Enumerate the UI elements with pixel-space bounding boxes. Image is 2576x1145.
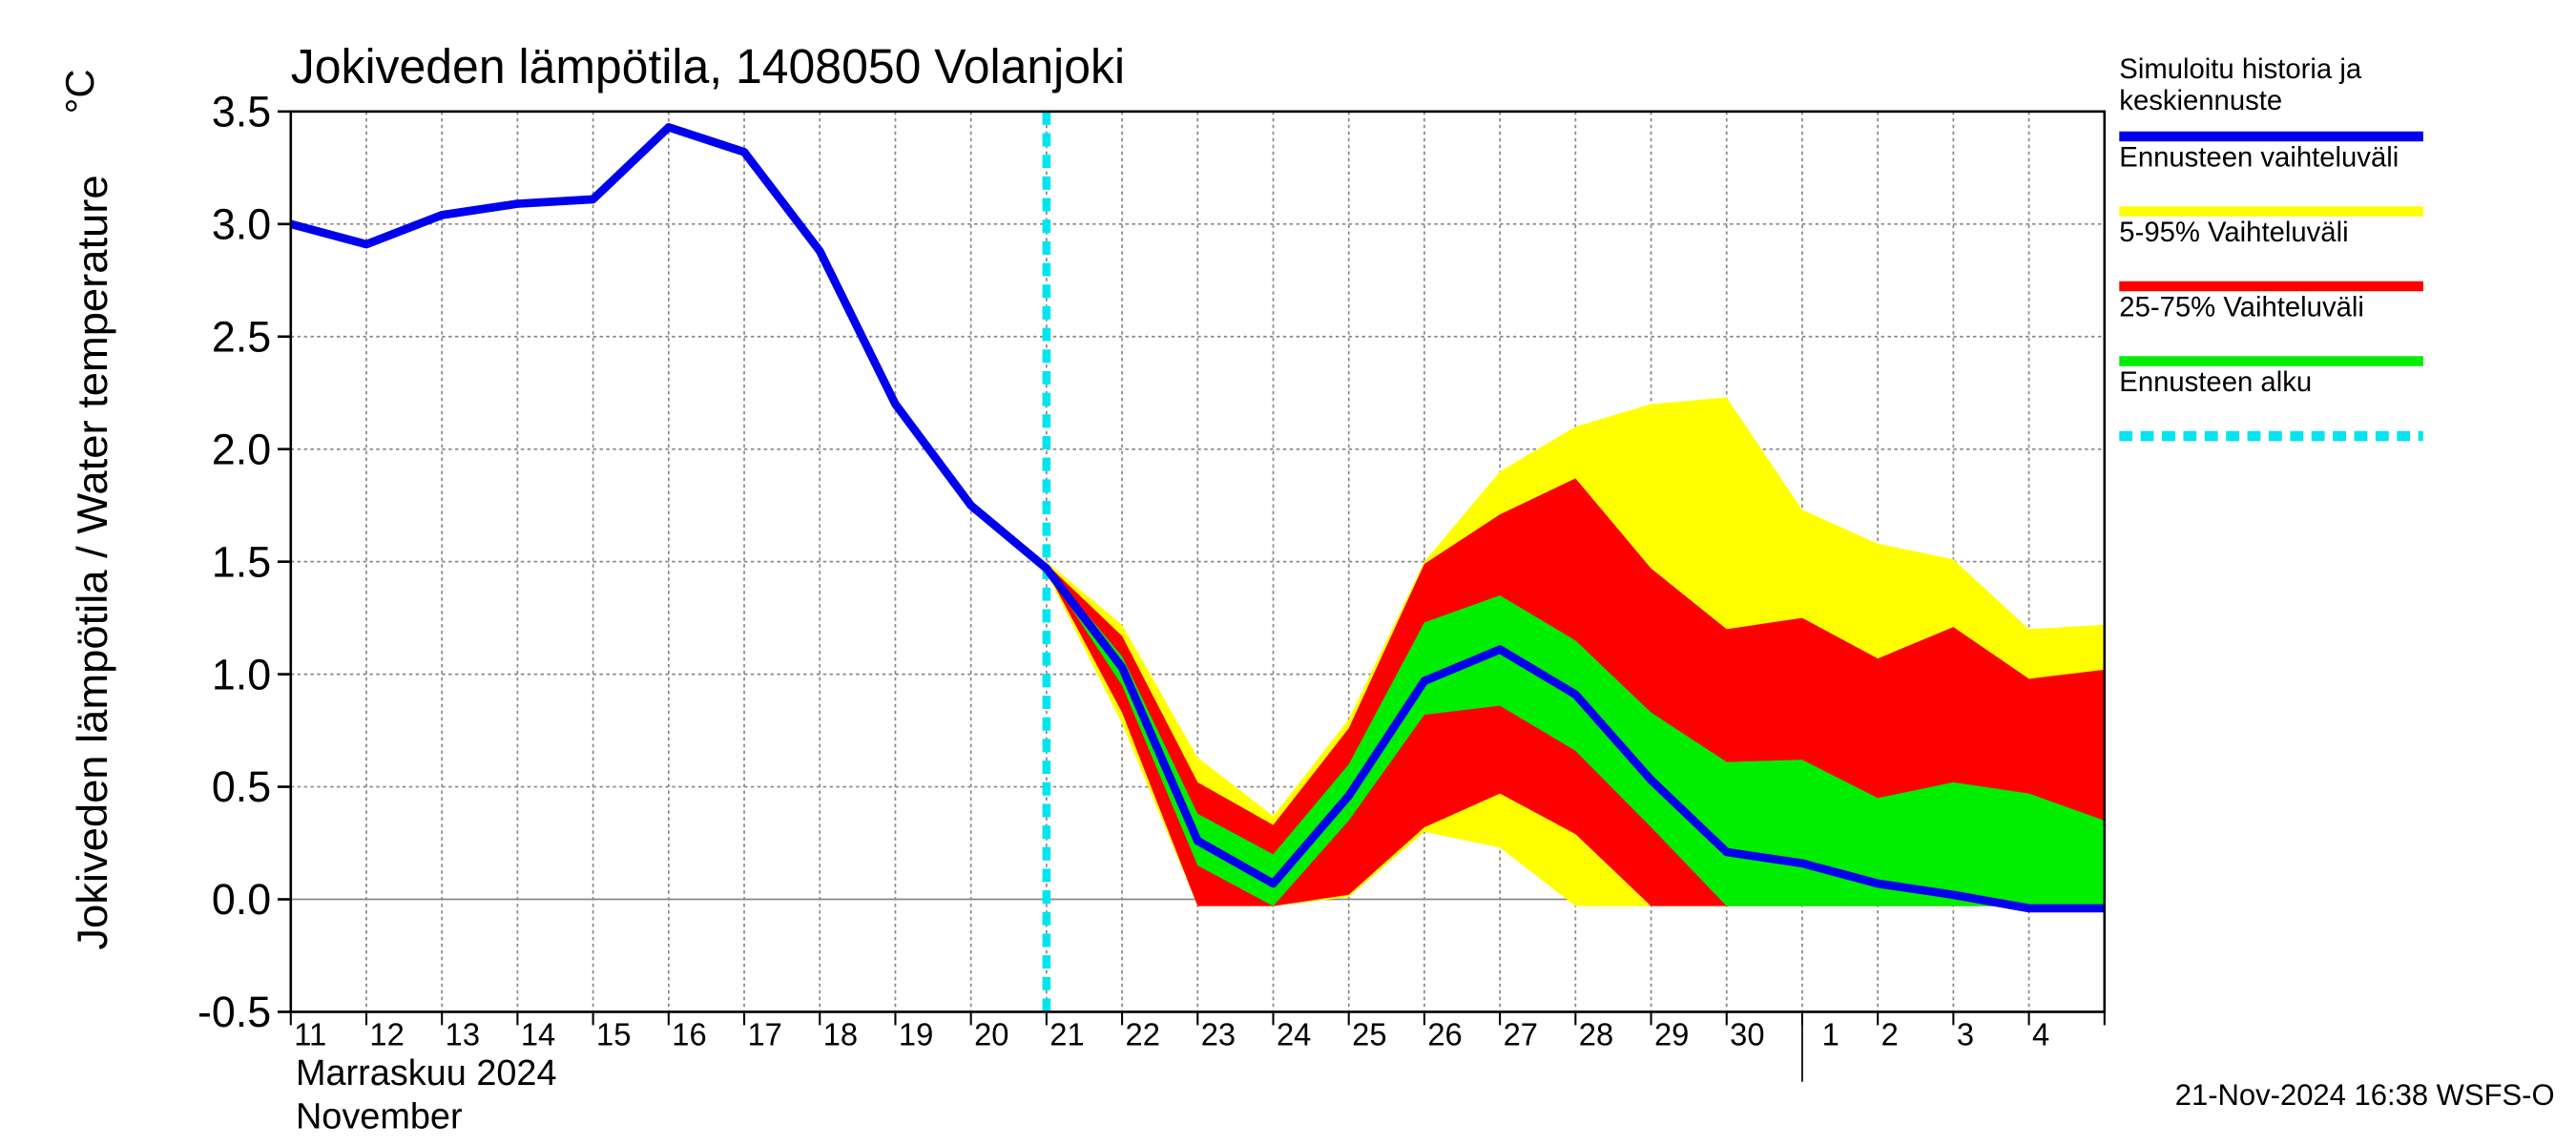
x-tick-label: 4 xyxy=(2032,1016,2049,1051)
y-tick-label: 3.5 xyxy=(212,87,271,135)
y-tick-label: -0.5 xyxy=(197,988,271,1036)
x-tick-label: 29 xyxy=(1654,1016,1689,1051)
chart-title: Jokiveden lämpötila, 1408050 Volanjoki xyxy=(291,40,1125,94)
x-tick-label: 19 xyxy=(899,1016,933,1051)
x-tick-label: 16 xyxy=(672,1016,706,1051)
x-tick-label: 13 xyxy=(446,1016,480,1051)
footer: 21-Nov-2024 16:38 WSFS-O xyxy=(2175,1078,2555,1112)
x-tick-label: 17 xyxy=(747,1016,781,1051)
y-tick-label: 1.0 xyxy=(212,650,271,698)
x-tick-label: 12 xyxy=(369,1016,404,1051)
legend-text: 25-75% Vaihteluväli xyxy=(2119,291,2364,323)
x-tick-label: 25 xyxy=(1352,1016,1386,1051)
x-tick-label: 22 xyxy=(1126,1016,1160,1051)
legend-label: Ennusteen vaihteluväli xyxy=(2119,141,2399,174)
x-tick-label: 24 xyxy=(1277,1016,1311,1051)
legend-label: Simuloitu historia ja keskiennuste xyxy=(2119,52,2362,117)
x-tick-label: 1 xyxy=(1822,1016,1839,1051)
legend-text: Ennusteen alku xyxy=(2119,365,2313,398)
y-tick-label: 3.0 xyxy=(212,199,271,248)
legend-label: 5-95% Vaihteluväli xyxy=(2119,216,2349,248)
legend-label: Ennusteen alku xyxy=(2119,365,2313,398)
y-tick-label: 0.0 xyxy=(212,875,271,924)
x-tick-label: 20 xyxy=(974,1016,1008,1051)
data-line xyxy=(289,123,2105,913)
y-axis-label: Jokiveden lämpötila / Water temperature xyxy=(68,175,116,949)
y-tick-label: 1.5 xyxy=(212,537,271,586)
x-tick-label: 3 xyxy=(1957,1016,1974,1051)
x-tick-label: 27 xyxy=(1504,1016,1538,1051)
month-label-en: November xyxy=(296,1095,463,1136)
x-tick-label: 2 xyxy=(1881,1016,1899,1051)
x-tick-label: 11 xyxy=(294,1016,326,1051)
y-tick-label: 2.0 xyxy=(212,425,271,473)
legend-text: Ennusteen vaihteluväli xyxy=(2119,141,2399,174)
y-tick-label: 2.5 xyxy=(212,312,271,361)
band-area xyxy=(1046,566,2105,906)
x-tick-label: 23 xyxy=(1201,1016,1236,1051)
x-tick-label: 18 xyxy=(823,1016,858,1051)
y-axis-unit: °C xyxy=(57,69,102,114)
x-tick-label: 14 xyxy=(521,1016,555,1051)
x-tick-label: 26 xyxy=(1427,1016,1462,1051)
legend-text: 5-95% Vaihteluväli xyxy=(2119,216,2349,248)
legend-text: Simuloitu historia ja keskiennuste xyxy=(2119,52,2362,117)
x-tick-label: 28 xyxy=(1579,1016,1613,1051)
x-tick-label: 30 xyxy=(1730,1016,1764,1051)
legend-label: 25-75% Vaihteluväli xyxy=(2119,291,2364,323)
y-tick-label: 0.5 xyxy=(212,762,271,811)
x-tick-label: 21 xyxy=(1049,1016,1084,1051)
plot-frame xyxy=(289,110,2107,1013)
month-label: Marraskuu 2024 xyxy=(296,1052,557,1093)
x-tick-label: 15 xyxy=(596,1016,631,1051)
